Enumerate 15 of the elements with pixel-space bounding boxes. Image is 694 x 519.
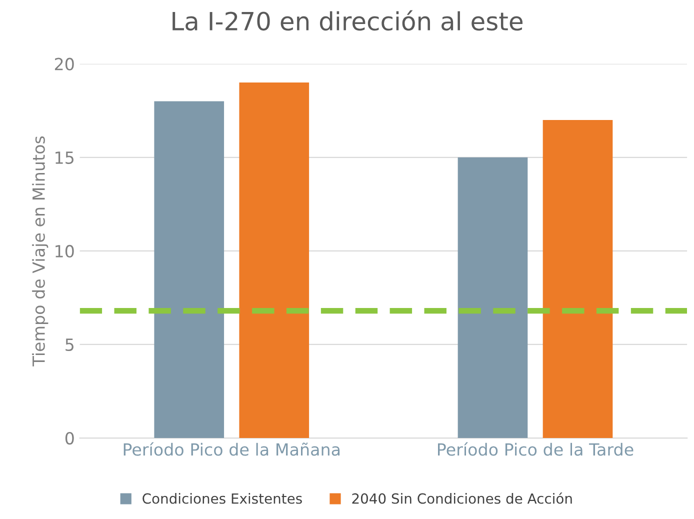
y-tick-label: 5: [66, 338, 74, 352]
bar: [458, 157, 528, 438]
y-tick-label: 10: [56, 244, 74, 258]
x-tick-label: Período Pico de la Tarde: [438, 442, 634, 456]
legend-label: 2040 Sin Condiciones de Acción: [352, 492, 572, 504]
bar: [154, 101, 224, 438]
x-tick-label: Período Pico de la Mañana: [124, 442, 340, 456]
y-axis-title: Tiempo de Viaje en Minutos: [32, 136, 48, 366]
chart-title: La I-270 en dirección al este: [172, 10, 522, 31]
bar: [542, 120, 613, 438]
legend-label: Condiciones Existentes: [142, 493, 302, 504]
y-tick-label: 20: [54, 58, 74, 70]
y-tick-label: 0: [65, 432, 74, 445]
bar: [239, 82, 310, 438]
y-tick-label: 15: [56, 152, 74, 164]
